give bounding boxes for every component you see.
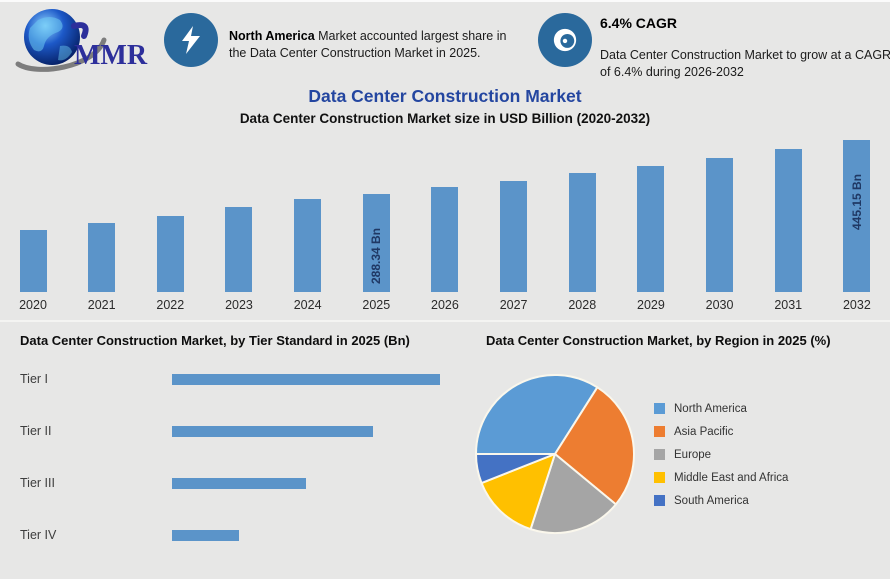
swirl-icon (553, 28, 577, 52)
region-chart-title: Data Center Construction Market, by Regi… (486, 333, 831, 348)
year-label-2022: 2022 (156, 298, 185, 312)
bar-2027 (500, 181, 528, 292)
callout-north-america: North America Market accounted largest s… (229, 28, 511, 63)
pie-slice-south-america (475, 453, 556, 485)
lightning-icon (182, 26, 200, 54)
data-label-2032: 445.15 Bn (849, 173, 864, 231)
tier-row-4: Tier IV (20, 509, 470, 561)
legend-item-asia-pacific: Asia Pacific (654, 420, 788, 443)
tier-label-2: Tier II (20, 424, 52, 438)
tier-bar-chart: Tier I Tier II Tier III Tier IV (20, 353, 470, 561)
bar-2021 (88, 223, 116, 292)
region-legend: North America Asia Pacific Europe Middle Ea… (654, 397, 788, 512)
tier-row-2: Tier II (20, 405, 470, 457)
pie-slice-middle-east-and-africa (480, 453, 556, 531)
bar-2030 (706, 158, 734, 292)
bar-column-2028: 2028 (565, 140, 599, 318)
legend-label: Middle East and Africa (674, 471, 789, 484)
bar-column-2027: 2027 (497, 140, 531, 318)
market-size-bar-chart: 2020 2021 2022 2023 2024 288.34 Bn 2025 2026 202… (16, 140, 874, 318)
bar-column-2032: 445.15 Bn 2032 (840, 140, 874, 318)
bar-2026 (431, 187, 459, 292)
bar-2024 (294, 199, 322, 292)
bar-2032: 445.15 Bn (843, 140, 871, 292)
tier-bar-2 (172, 425, 373, 437)
year-label-2026: 2026 (431, 298, 459, 312)
year-label-2023: 2023 (225, 298, 253, 312)
bar-2023 (225, 207, 253, 292)
bar-column-2021: 2021 (85, 140, 119, 318)
bar-column-2022: 2022 (153, 140, 187, 318)
pie-slice-europe (529, 453, 617, 534)
lightning-icon-badge (164, 13, 218, 67)
year-label-2029: 2029 (637, 298, 665, 312)
legend-swatch (654, 472, 665, 483)
bar-2031 (774, 149, 802, 292)
legend-label: Europe (674, 448, 712, 461)
year-label-2027: 2027 (499, 298, 528, 312)
year-label-2031: 2031 (774, 298, 803, 312)
tier-bar-3 (172, 477, 306, 489)
bar-column-2030: 2030 (703, 140, 737, 318)
region-pie-chart (475, 374, 635, 534)
legend-item-europe: Europe (654, 443, 788, 466)
legend-label: South America (674, 494, 749, 507)
year-label-2025: 2025 (362, 298, 391, 312)
bar-column-2025: 288.34 Bn 2025 (359, 140, 393, 318)
bar-column-2023: 2023 (222, 140, 256, 318)
bar-column-2031: 2031 (771, 140, 805, 318)
tier-label-1: Tier I (20, 372, 49, 386)
year-label-2028: 2028 (568, 298, 597, 312)
bar-column-2024: 2024 (291, 140, 325, 318)
legend-label: North America (674, 402, 747, 415)
tier-row-1: Tier I (20, 353, 470, 405)
chart-subtitle: Data Center Construction Market size in … (239, 111, 651, 126)
year-label-2020: 2020 (19, 298, 47, 312)
tier-label-4: Tier IV (20, 528, 57, 542)
logo-text: MMR (74, 40, 148, 71)
pie-slice-asia-pacific (554, 386, 635, 506)
section-divider (0, 320, 890, 322)
legend-label: Asia Pacific (674, 425, 734, 438)
legend-swatch (654, 426, 665, 437)
bar-column-2020: 2020 (16, 140, 50, 318)
year-label-2024: 2024 (293, 298, 322, 312)
tier-bar-4 (172, 529, 239, 541)
bar-2022 (156, 216, 184, 292)
legend-item-south-america: South America (654, 489, 788, 512)
year-label-2032: 2032 (842, 298, 871, 312)
tier-label-3: Tier III (20, 476, 55, 490)
tier-bar-1 (172, 373, 440, 385)
year-label-2030: 2030 (705, 298, 734, 312)
bar-column-2026: 2026 (428, 140, 462, 318)
tier-chart-title: Data Center Construction Market, by Tier… (20, 333, 410, 348)
year-label-2021: 2021 (87, 298, 116, 312)
bar-2029 (637, 166, 665, 292)
legend-swatch (654, 449, 665, 460)
callout-north-america-body: Market accounted largest share in the Da… (229, 28, 507, 61)
legend-item-middle-east-and-africa: Middle East and Africa (654, 466, 788, 489)
globe-icon: MMR (15, 9, 148, 72)
tier-row-3: Tier III (20, 457, 470, 509)
cagr-description: Data Center Construction Market to grow … (600, 47, 890, 79)
cagr-headline: 6.4% CAGR (600, 15, 678, 31)
bar-2028 (568, 173, 596, 292)
callout-north-america-bold: North America (229, 28, 315, 43)
bar-2020 (19, 230, 47, 292)
page-title: Data Center Construction Market (308, 86, 582, 106)
legend-swatch (654, 403, 665, 414)
legend-item-north-america: North America (654, 397, 788, 420)
swirl-icon-badge (538, 13, 592, 67)
legend-swatch (654, 495, 665, 506)
bar-column-2029: 2029 (634, 140, 668, 318)
bar-2025: 288.34 Bn (362, 194, 390, 292)
data-label-2025: 288.34 Bn (369, 227, 384, 285)
mmr-logo: MMR (8, 6, 158, 74)
